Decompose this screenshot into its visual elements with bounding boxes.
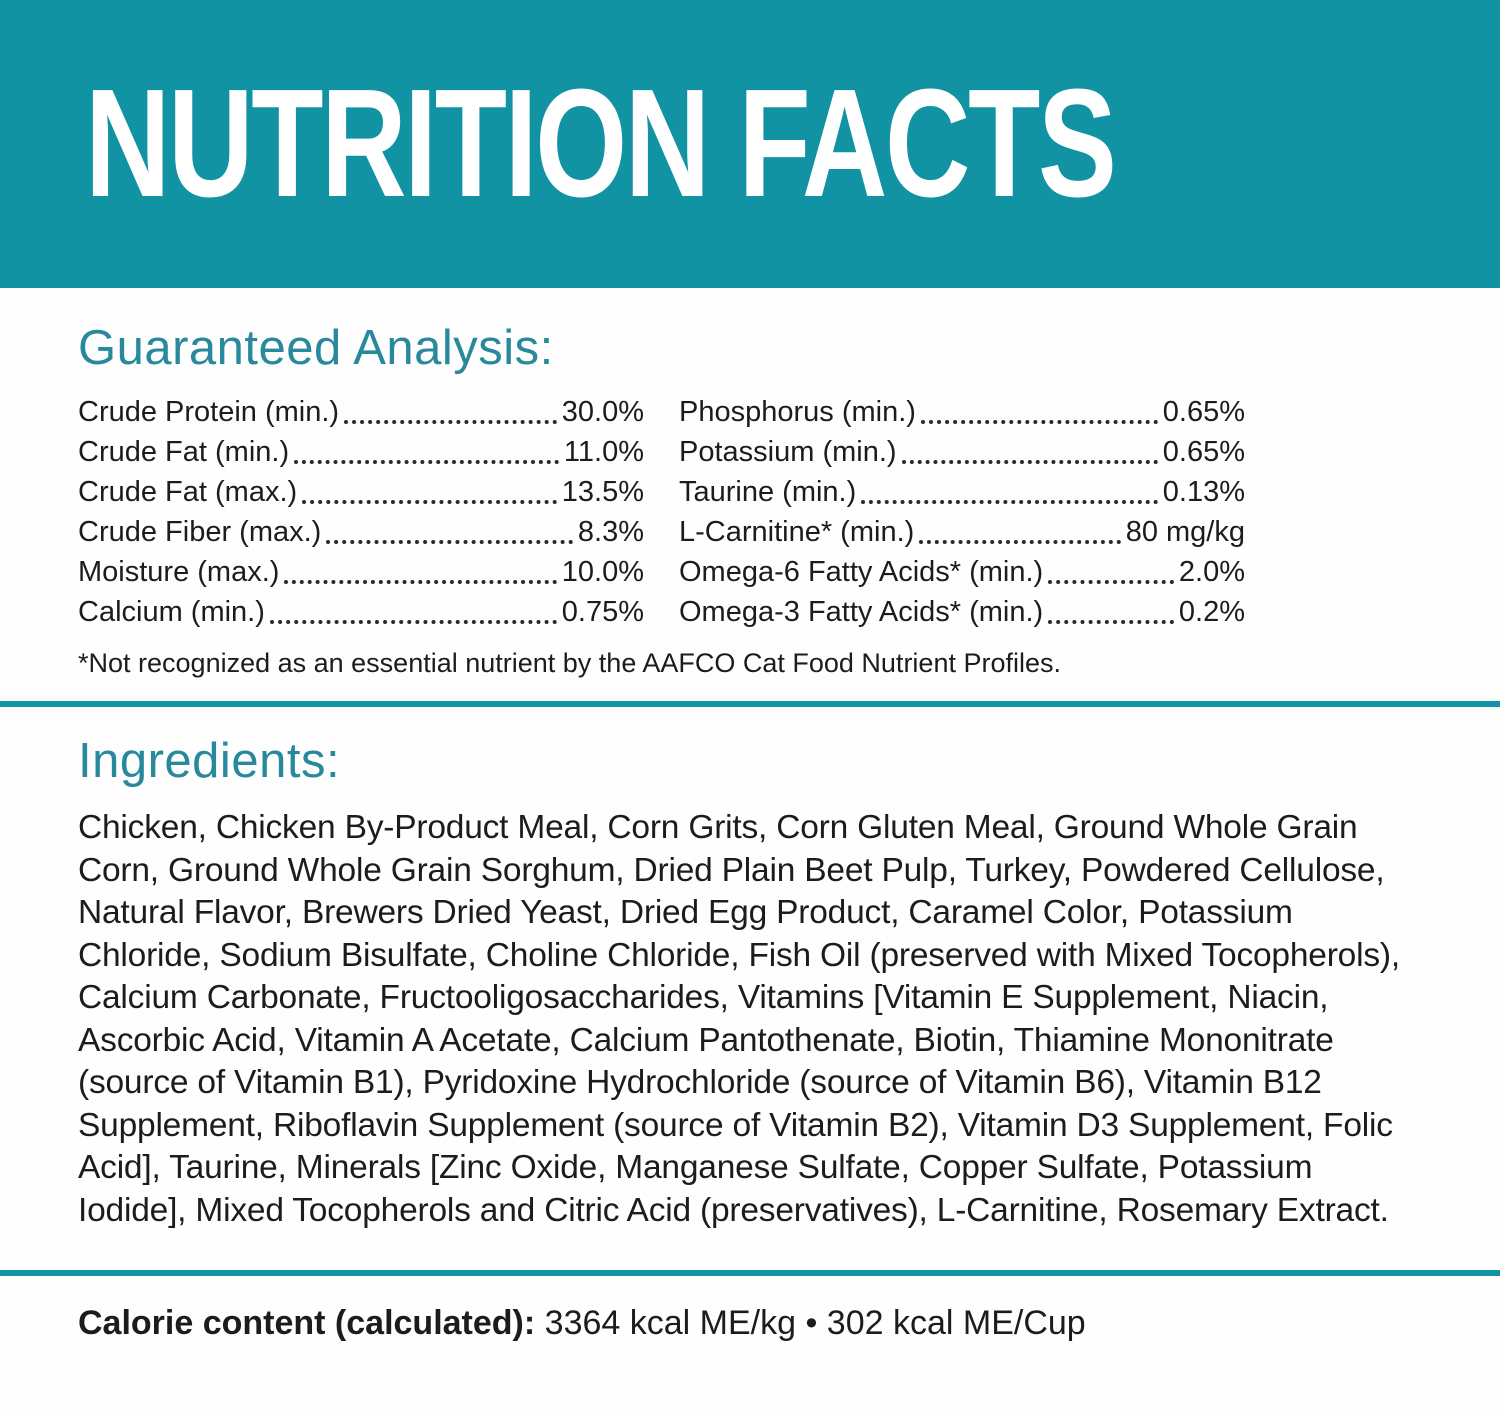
dot-leader bbox=[344, 420, 557, 424]
dot-leader bbox=[901, 460, 1158, 464]
dot-leader bbox=[861, 500, 1158, 504]
label-body: Guaranteed Analysis: Crude Protein (min.… bbox=[0, 288, 1500, 1343]
ga-row-value: 30.0% bbox=[561, 396, 644, 428]
spacer bbox=[78, 1232, 1422, 1270]
ga-right-column: Phosphorus (min.) 0.65% Potassium (min.)… bbox=[679, 392, 1245, 632]
ga-row-label: Omega-3 Fatty Acids* (min.) bbox=[679, 596, 1044, 628]
header-band: NUTRITION FACTS bbox=[0, 0, 1500, 288]
ga-row: Omega-3 Fatty Acids* (min.) 0.2% bbox=[679, 592, 1245, 632]
ga-row-label: Crude Fat (max.) bbox=[78, 476, 298, 508]
guaranteed-analysis-table: Crude Protein (min.) 30.0% Crude Fat (mi… bbox=[78, 392, 1245, 632]
ga-row-label: Crude Fat (min.) bbox=[78, 436, 290, 468]
dot-leader bbox=[920, 420, 1158, 424]
ga-row: Moisture (max.) 10.0% bbox=[78, 552, 644, 592]
ga-row-label: Crude Protein (min.) bbox=[78, 396, 340, 428]
ga-left-column: Crude Protein (min.) 30.0% Crude Fat (mi… bbox=[78, 392, 644, 632]
ga-row-label: Phosphorus (min.) bbox=[679, 396, 916, 428]
calorie-content-value: 3364 kcal ME/kg • 302 kcal ME/Cup bbox=[544, 1304, 1086, 1342]
aafco-footnote: *Not recognized as an essential nutrient… bbox=[78, 648, 1061, 678]
ingredients-heading: Ingredients: bbox=[78, 734, 341, 788]
dot-leader bbox=[1048, 580, 1174, 584]
calorie-content-label: Calorie content (calculated): bbox=[78, 1304, 536, 1342]
ingredients-text: Chicken, Chicken By-Product Meal, Corn G… bbox=[78, 809, 1400, 1229]
ga-row-label: Potassium (min.) bbox=[679, 436, 897, 468]
ga-row: Potassium (min.) 0.65% bbox=[679, 432, 1245, 472]
section-guaranteed-analysis: Guaranteed Analysis: Crude Protein (min.… bbox=[0, 288, 1500, 701]
ga-row: Crude Protein (min.) 30.0% bbox=[78, 392, 644, 432]
dot-leader bbox=[1048, 620, 1174, 624]
section-ingredients: Ingredients: Chicken, Chicken By-Product… bbox=[0, 707, 1500, 1270]
ga-row: L-Carnitine* (min.) 80 mg/kg bbox=[679, 512, 1245, 552]
dot-leader bbox=[302, 500, 557, 504]
ga-row: Phosphorus (min.) 0.65% bbox=[679, 392, 1245, 432]
dot-leader bbox=[919, 540, 1121, 544]
ga-row: Calcium (min.) 0.75% bbox=[78, 592, 644, 632]
ga-row-value: 2.0% bbox=[1178, 556, 1245, 588]
calorie-line: Calorie content (calculated): 3364 kcal … bbox=[78, 1304, 1422, 1343]
section-divider bbox=[0, 701, 1500, 707]
ga-row-value: 80 mg/kg bbox=[1125, 516, 1245, 548]
ga-row: Taurine (min.) 0.13% bbox=[679, 472, 1245, 512]
ga-row-value: 0.75% bbox=[561, 596, 644, 628]
ga-row-label: Omega-6 Fatty Acids* (min.) bbox=[679, 556, 1044, 588]
ga-row: Omega-6 Fatty Acids* (min.) 2.0% bbox=[679, 552, 1245, 592]
ga-row-label: Moisture (max.) bbox=[78, 556, 280, 588]
ga-row-value: 0.2% bbox=[1178, 596, 1245, 628]
ga-row-value: 0.13% bbox=[1162, 476, 1245, 508]
ga-row-label: Calcium (min.) bbox=[78, 596, 265, 628]
dot-leader bbox=[269, 620, 557, 624]
ga-row-value: 13.5% bbox=[561, 476, 644, 508]
ga-row-value: 11.0% bbox=[563, 436, 644, 468]
ga-row: Crude Fat (min.) 11.0% bbox=[78, 432, 644, 472]
guaranteed-analysis-heading: Guaranteed Analysis: bbox=[78, 321, 554, 375]
section-calorie-content: Calorie content (calculated): 3364 kcal … bbox=[0, 1304, 1500, 1343]
ga-row: Crude Fiber (max.) 8.3% bbox=[78, 512, 644, 552]
dot-leader bbox=[326, 540, 573, 544]
ga-row-value: 0.65% bbox=[1162, 436, 1245, 468]
ga-row: Crude Fat (max.) 13.5% bbox=[78, 472, 644, 512]
ga-row-value: 10.0% bbox=[561, 556, 644, 588]
ga-row-label: Crude Fiber (max.) bbox=[78, 516, 322, 548]
ga-row-value: 8.3% bbox=[577, 516, 644, 548]
ga-row-value: 0.65% bbox=[1162, 396, 1245, 428]
section-divider bbox=[0, 1270, 1500, 1276]
dot-leader bbox=[294, 460, 559, 464]
page-title: NUTRITION FACTS bbox=[85, 57, 1117, 230]
ga-row-label: L-Carnitine* (min.) bbox=[679, 516, 915, 548]
ga-row-label: Taurine (min.) bbox=[679, 476, 857, 508]
dot-leader bbox=[284, 580, 557, 584]
